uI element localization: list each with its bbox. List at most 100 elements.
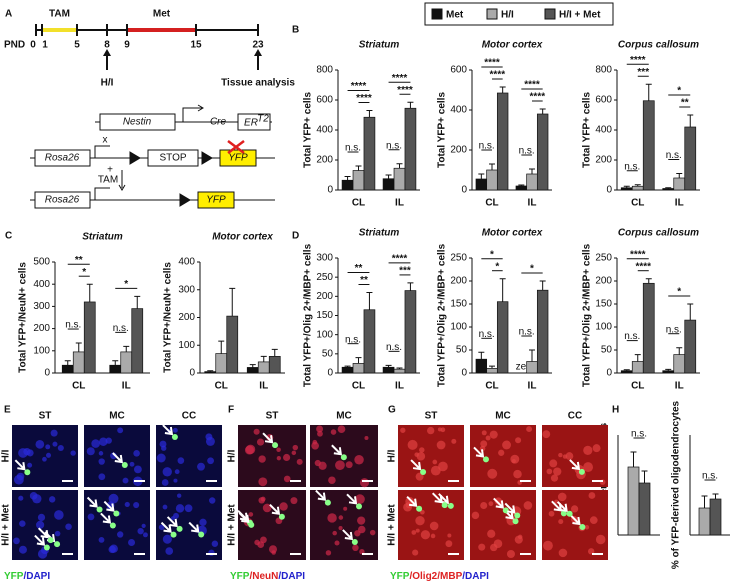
error-bar xyxy=(630,451,637,467)
nucleus xyxy=(256,438,265,446)
nucleus xyxy=(258,455,266,463)
loxp xyxy=(129,151,141,165)
bar xyxy=(268,356,281,374)
y-tick-label: 600 xyxy=(595,95,612,106)
nucleus xyxy=(430,465,441,476)
significance-label: n.s. xyxy=(479,329,495,340)
micrograph xyxy=(542,490,608,560)
y-tick-label: 0 xyxy=(606,185,612,196)
bar xyxy=(662,188,675,191)
y-tick-label: 0 xyxy=(461,368,467,379)
y-tick-label: 0 xyxy=(606,368,612,379)
nucleus xyxy=(334,540,340,546)
chart-title: Striatum xyxy=(359,40,400,51)
bar xyxy=(382,366,395,374)
error-bar xyxy=(676,173,683,178)
nucleus xyxy=(133,450,140,457)
nucleus xyxy=(65,523,72,531)
yfp-cell xyxy=(47,537,54,544)
arrow xyxy=(431,492,443,504)
x-tick-label: IL xyxy=(675,198,684,209)
bar xyxy=(404,290,417,374)
nucleus xyxy=(592,444,601,453)
promoter-arrow xyxy=(182,107,202,122)
nucleus xyxy=(133,465,142,474)
nucleus xyxy=(23,447,31,456)
rosa-box xyxy=(34,191,91,209)
arrow xyxy=(37,527,49,539)
y-axis-label: Total YFP+ cells xyxy=(303,92,314,168)
bar xyxy=(620,370,633,374)
y-tick-label: 200 xyxy=(595,155,612,166)
nestin-box xyxy=(99,113,176,131)
y-tick-label: 200 xyxy=(178,312,195,323)
significance-label: * xyxy=(82,267,86,278)
arrow xyxy=(188,521,200,533)
nucleus xyxy=(487,468,498,479)
error-bar xyxy=(623,185,630,188)
arrow-head xyxy=(197,104,204,112)
y-axis-label: Total YFP+/NeuN+ cells xyxy=(163,262,174,373)
arrow xyxy=(14,459,26,471)
bar xyxy=(673,354,686,374)
yfp-cell xyxy=(198,531,205,538)
nucleus xyxy=(35,440,45,449)
plus-label: + xyxy=(107,165,113,176)
yfp-cell xyxy=(566,510,573,517)
stain-part: /DAPI xyxy=(278,571,305,582)
error-bar xyxy=(687,114,694,127)
yfp-cell xyxy=(24,469,31,476)
bar xyxy=(204,371,217,374)
y-axis-label: Total YFP+/Olig 2+/MBP+ cells xyxy=(437,243,448,387)
bar xyxy=(475,178,488,191)
nucleus xyxy=(553,467,562,476)
error-bar xyxy=(665,187,672,189)
y-tick-label: 50 xyxy=(322,348,334,359)
nucleus xyxy=(87,513,95,521)
significance-label: ** xyxy=(681,98,689,109)
nucleus xyxy=(162,534,172,544)
column-label: ST xyxy=(39,411,52,422)
row-label: H/I xyxy=(1,449,12,462)
legend-label: H/I + Met xyxy=(559,10,601,21)
nucleus xyxy=(283,453,291,462)
nucleus xyxy=(558,519,564,525)
stain-label: YFP/NeuN/DAPI xyxy=(230,571,305,582)
error-bar xyxy=(539,108,546,114)
arrow xyxy=(166,516,178,528)
error-bar xyxy=(489,163,495,170)
nucleus xyxy=(141,523,146,529)
stain-part: YFP xyxy=(230,571,250,582)
yfp-box xyxy=(197,191,235,209)
nucleus xyxy=(352,544,359,552)
nucleus xyxy=(332,530,337,536)
nucleus xyxy=(570,505,579,513)
significance-label: n.s. xyxy=(479,141,495,152)
bar xyxy=(131,308,144,374)
nucleus xyxy=(526,426,533,433)
significance-label: n.s. xyxy=(386,342,402,353)
nucleus xyxy=(438,461,448,472)
bar xyxy=(673,177,686,191)
nucleus xyxy=(70,450,76,456)
nucleus xyxy=(29,492,38,500)
yfp-cell xyxy=(356,503,363,510)
significance-label: **** xyxy=(392,254,408,265)
nucleus xyxy=(416,451,426,461)
nucleus xyxy=(262,503,272,513)
stain-label: YFP/Olig2/MBP/DAPI xyxy=(390,571,489,582)
x-tick-label: CL xyxy=(485,198,498,209)
error-bar xyxy=(396,367,403,370)
stain-part: /DAPI xyxy=(23,571,50,582)
row-label: H/I + Met xyxy=(227,504,238,546)
nucleus xyxy=(161,479,169,486)
y-tick-label: 400 xyxy=(316,125,333,136)
y-tick-label: 400 xyxy=(595,125,612,136)
nucleus xyxy=(174,469,180,475)
yfp-cell xyxy=(441,502,448,509)
nucleus xyxy=(57,444,64,452)
yfp-cell xyxy=(170,531,177,538)
stain-part: /DAPI xyxy=(462,571,489,582)
chart-title: Motor cortex xyxy=(482,40,543,51)
significance-label: **** xyxy=(484,58,500,69)
